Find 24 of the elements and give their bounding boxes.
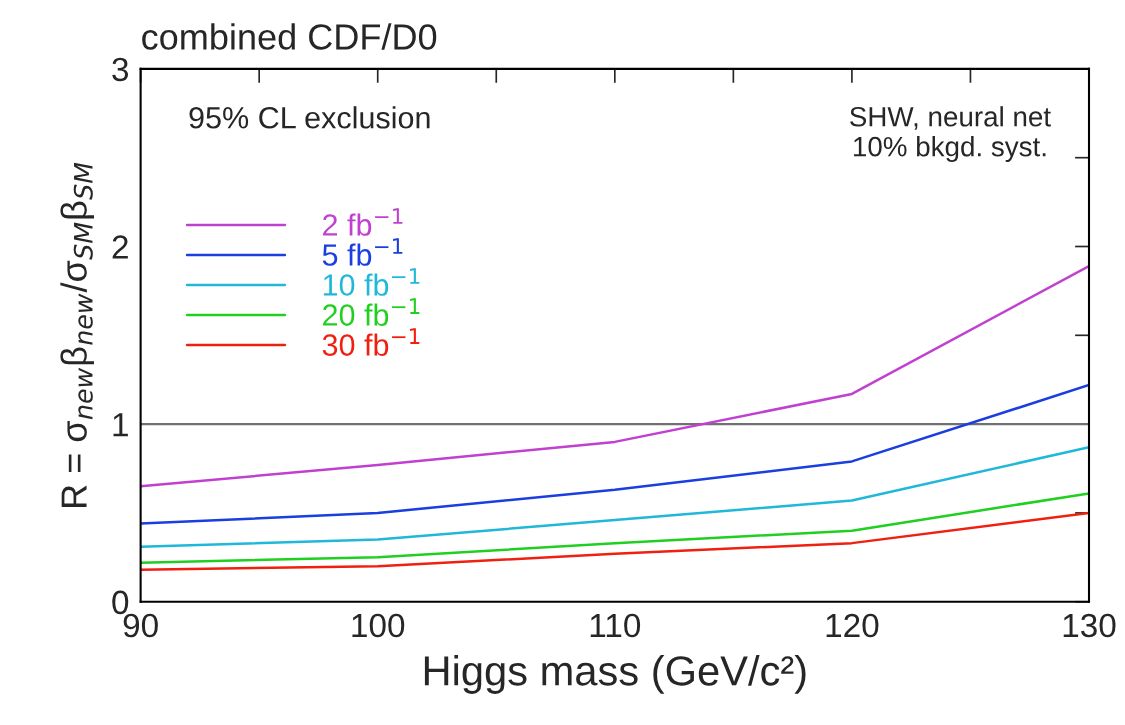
x-tick-label: 90 bbox=[123, 613, 158, 638]
legend-label: 10 fb$^{−1}$ bbox=[323, 268, 420, 296]
line-series bbox=[140, 511, 1089, 572]
y-tick-label: 0 bbox=[112, 590, 129, 615]
y-tick-label: 1 bbox=[113, 413, 128, 437]
legend-label: 5 fb$^{−1}$ bbox=[322, 238, 403, 266]
legend-label: 30 fb$^{−1}$ bbox=[322, 328, 420, 356]
x-tick-label: 130 bbox=[1063, 613, 1116, 638]
chart-title: combined CDF/D0 bbox=[142, 23, 437, 50]
y-tick-label: 3 bbox=[112, 57, 129, 82]
x-tick-label: 120 bbox=[826, 613, 879, 638]
line-series bbox=[140, 264, 1089, 488]
line-series bbox=[140, 492, 1089, 564]
y-tick-label: 2 bbox=[112, 235, 128, 259]
x-tick-label: 100 bbox=[352, 613, 405, 638]
legend-label: 20 fb$^{−1}$ bbox=[323, 298, 420, 326]
line-series bbox=[140, 383, 1089, 525]
x-tick-label: 110 bbox=[590, 613, 641, 638]
annotation: 95% CL exclusion bbox=[189, 106, 430, 129]
legend-label: 2 fb$^{−1}$ bbox=[323, 208, 403, 236]
line-series bbox=[140, 445, 1089, 548]
annotation: SHW, neural net 10% bkgd. syst. bbox=[850, 106, 1051, 162]
y-axis-title: R = σ$_{new}$β$_{new}$/σ$_{SM}$β$_{SM}$ bbox=[60, 162, 95, 507]
x-axis-title: Higgs mass (GeV/c²) bbox=[424, 655, 806, 694]
